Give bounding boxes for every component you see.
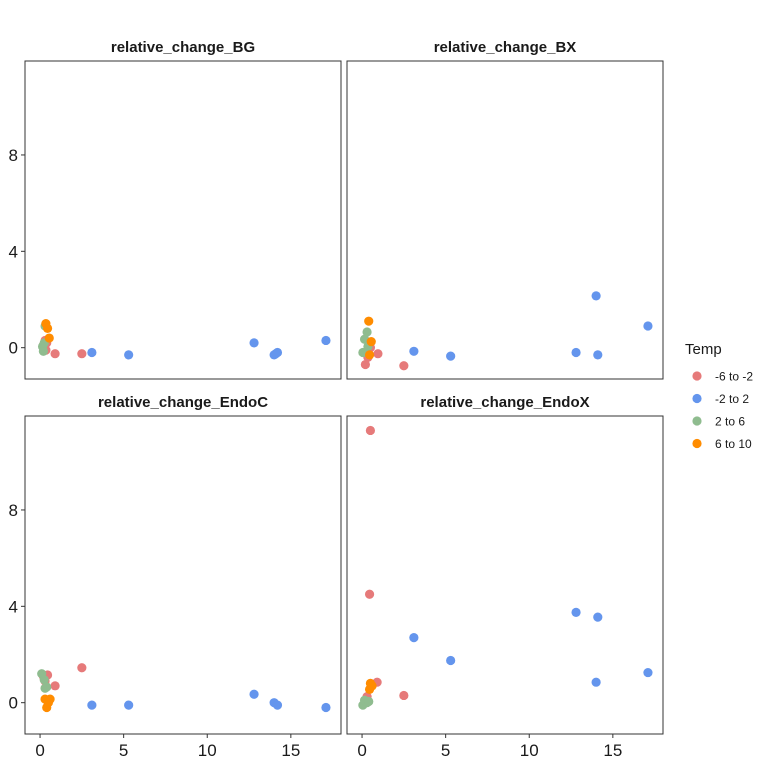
legend-item: 6 to 10: [692, 437, 752, 451]
panel-frame: [346, 60, 664, 380]
data-point: [87, 347, 97, 358]
x-tick-label: 15: [281, 741, 300, 760]
data-point: [39, 675, 49, 685]
data-point: [367, 681, 377, 691]
data-point: [124, 700, 134, 710]
y-tick-label: 8: [9, 501, 18, 520]
legend-title: Temp: [685, 341, 722, 358]
data-point: [593, 350, 603, 360]
data-point: [87, 700, 97, 710]
x-tick-label: 0: [357, 741, 366, 760]
legend-label: 2 to 6: [715, 415, 745, 429]
data-point: [593, 612, 603, 622]
legend-key: [692, 371, 702, 381]
legend-item: 2 to 6: [692, 415, 745, 429]
panel-title: relative_change_EndoX: [420, 394, 589, 411]
panel-frame: [24, 60, 342, 380]
data-point: [362, 327, 372, 337]
x-tick-label: 0: [35, 741, 44, 760]
data-point: [571, 607, 581, 617]
data-point: [364, 350, 375, 360]
data-point: [45, 694, 55, 704]
x-tick-label: 5: [441, 741, 450, 760]
legend-item: -6 to -2: [692, 370, 753, 384]
panel-title: relative_change_BX: [434, 39, 577, 56]
data-point: [321, 702, 331, 713]
data-point: [249, 689, 259, 699]
data-point: [272, 700, 283, 710]
data-point: [38, 346, 48, 356]
x-tick-label: 10: [520, 741, 539, 760]
data-point: [365, 425, 376, 436]
y-tick-label: 4: [9, 597, 18, 616]
data-point: [44, 333, 54, 343]
panel-frame: [346, 415, 664, 735]
panel-1: relative_change_BG 0 4 8: [9, 39, 342, 380]
legend-key: [692, 416, 702, 426]
data-point: [42, 682, 52, 692]
x-tick-label: 15: [603, 741, 622, 760]
data-point: [643, 667, 653, 678]
data-point: [373, 349, 383, 359]
x-tick-label: 10: [198, 741, 217, 760]
legend-item: -2 to 2: [692, 392, 749, 406]
data-point: [446, 351, 456, 361]
data-point: [399, 361, 409, 371]
panel-2: relative_change_BX: [346, 39, 664, 380]
data-point: [591, 291, 601, 301]
panel-title: relative_change_EndoC: [98, 394, 268, 411]
data-point: [643, 321, 653, 331]
legend: Temp -6 to -2 -2 to 2 2 to 6 6 to 10: [685, 341, 753, 451]
y-tick-label: 0: [9, 339, 18, 358]
y-tick-label: 0: [9, 694, 18, 713]
data-point: [446, 655, 456, 666]
panel-frame: [24, 415, 342, 735]
data-point: [77, 663, 87, 673]
legend-label: -2 to 2: [715, 392, 749, 406]
panel-3: relative_change_EndoC 0 4 8 0 5 10 15: [9, 394, 342, 760]
data-point: [124, 350, 134, 360]
legend-label: -6 to -2: [715, 370, 753, 384]
legend-key: [692, 393, 702, 404]
data-point: [364, 316, 374, 326]
panel-title: relative_change_BG: [111, 39, 255, 56]
legend-key: [692, 438, 702, 449]
data-point: [409, 633, 419, 643]
data-point: [50, 349, 60, 359]
data-point: [360, 359, 370, 370]
data-point: [364, 589, 375, 599]
data-point: [249, 338, 259, 348]
panel-4: relative_change_EndoX 0 5 10 15: [346, 394, 664, 760]
data-point: [399, 690, 409, 701]
data-point: [571, 347, 581, 358]
y-tick-label: 4: [9, 242, 18, 261]
data-point: [321, 335, 331, 346]
y-tick-label: 8: [9, 146, 18, 165]
x-tick-label: 5: [119, 741, 128, 760]
data-point: [409, 346, 419, 356]
data-point: [272, 347, 283, 358]
data-point: [366, 337, 376, 347]
data-point: [364, 696, 374, 707]
legend-label: 6 to 10: [715, 437, 752, 451]
data-point: [42, 323, 53, 334]
data-point: [77, 349, 87, 359]
data-point: [50, 681, 60, 691]
data-point: [591, 677, 601, 687]
